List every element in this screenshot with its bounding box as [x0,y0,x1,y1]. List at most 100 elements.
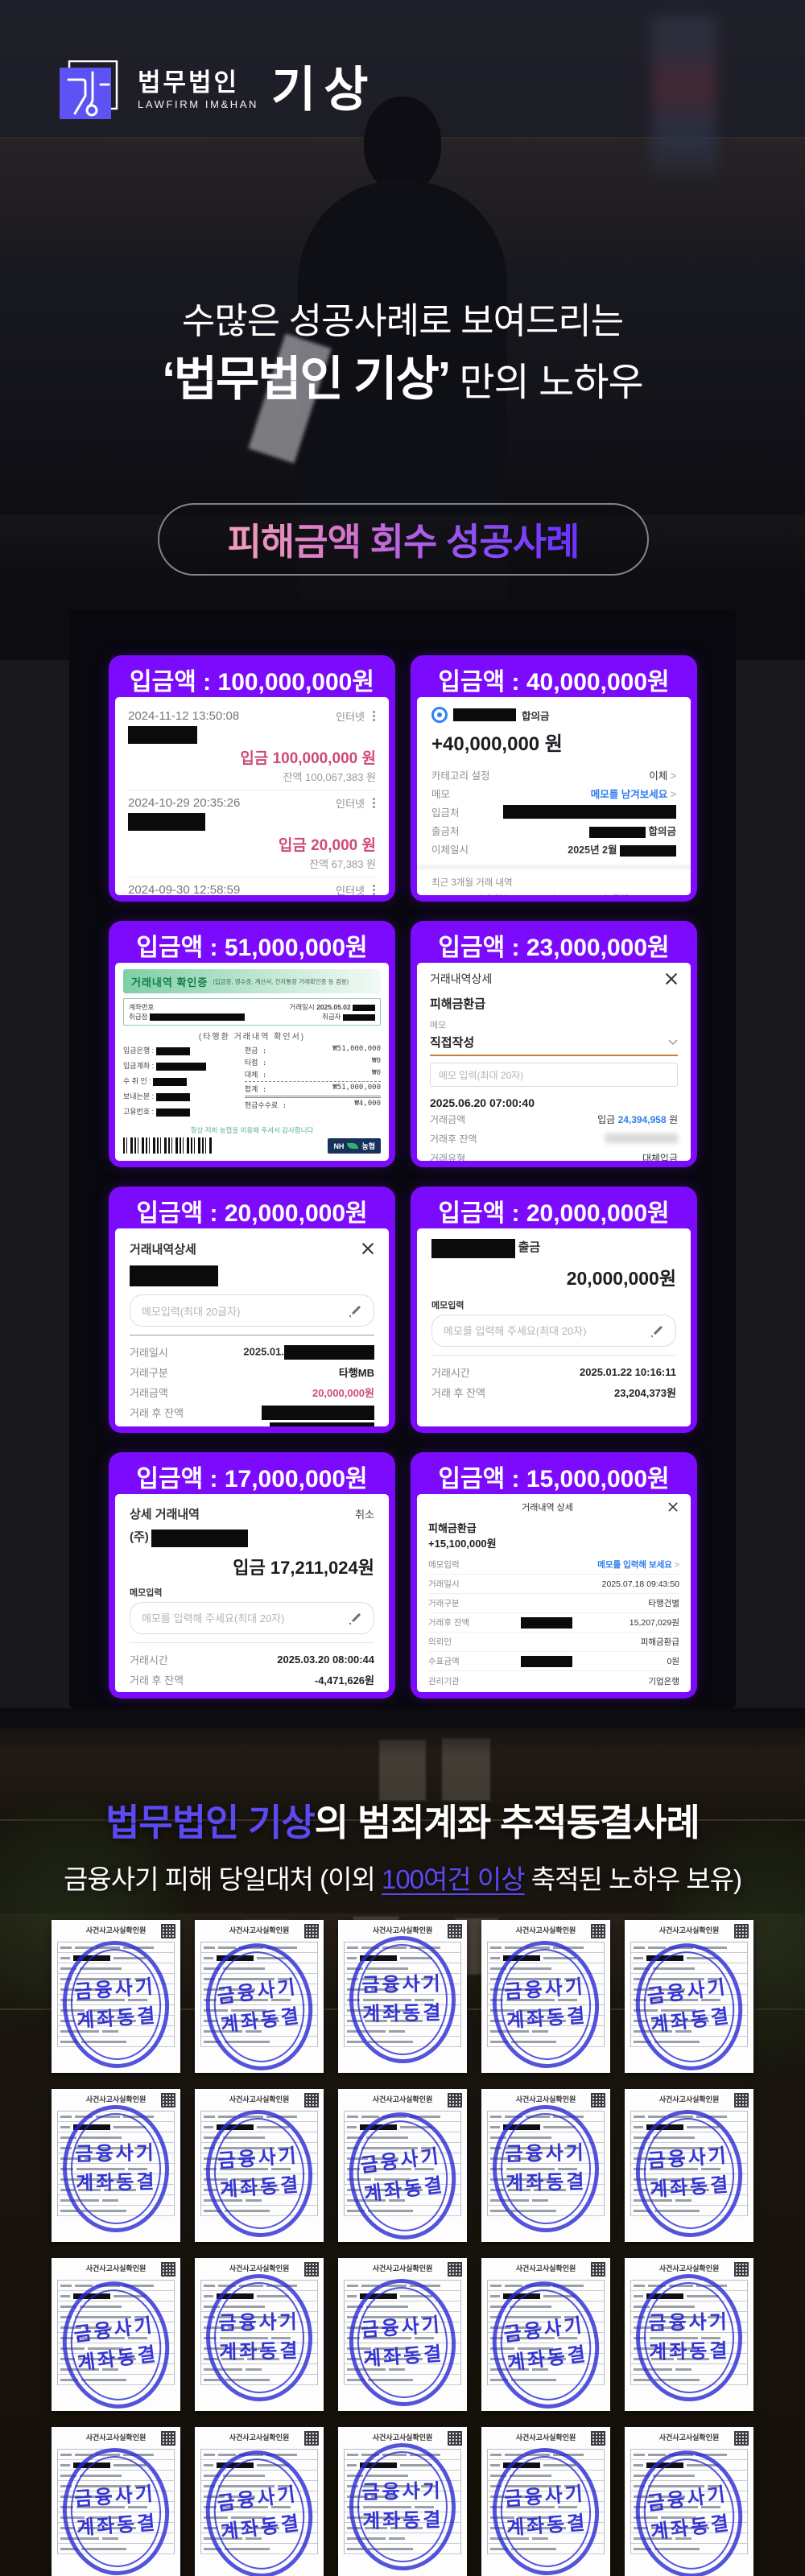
document-title: 사건사고사실확인원 [85,1926,147,1934]
stamp-line1: 금융사기 [361,2479,444,2504]
company-prefix: (주) [130,1530,149,1544]
case-card-7-bank-screenshot: 상세 거래내역 취소 (주) 입금 17,211,024원 메모입력 메모를 입… [115,1494,389,1692]
memo-link[interactable]: 메모를 남겨보세요 > [590,789,676,800]
receipt-amount-label: 합계 : [244,1086,267,1094]
kebab-menu-icon[interactable] [373,709,376,723]
transaction-time: 2025.01.22 10:16:11 [580,1365,676,1378]
field-label: 거래후 잔액 [428,1618,470,1628]
hero-title-firm-emphasis: ‘법무법인 기상’ [162,353,451,406]
qr-code-icon [591,2262,605,2277]
transaction-datetime: 2024-11-12 13:50:08 [128,709,240,723]
balance-after: 15,207,029원 [629,1618,679,1628]
freeze-section-title: 법무법인 기상의 범죄계좌 추적동결사례 [0,1794,805,1847]
document-title: 사건사고사실확인원 [515,2264,576,2273]
managing-bank: 기업은행 [648,1676,679,1686]
case-card-8-bank-screenshot: 거래내역 상세 피해금환급 +15,100,000원 메모입력 메모를 입력해 … [417,1494,691,1692]
memo-label: 메모입력 [431,1300,464,1311]
receipt-amount-label: 현금수수료 : [244,1102,287,1110]
frozen-account-document: 사건사고사실확인원 금융사기 계좌동결 [195,2427,324,2576]
stamp-line2: 계좌동결 [362,2342,445,2370]
frozen-account-document: 사건사고사실확인원 금융사기 계좌동결 [481,2427,610,2576]
field-label: 메모 [431,789,451,800]
balance-after: -4,471,626원 [314,1674,374,1686]
close-icon[interactable] [665,972,678,985]
stamp-line1: 금융사기 [75,2141,157,2165]
transaction-datetime: 2025.07.18 09:43:50 [601,1579,679,1589]
redacted-name [128,813,205,831]
case-card-6-bank-screenshot: 출금 20,000,000원 메모입력 메모를 입력해 주세요(최대 20자) … [417,1228,691,1426]
memo-label: 메모 [430,1021,447,1030]
qr-code-icon [304,2262,319,2277]
case-card-3-receipt-screenshot: 거래내역 확인증 (입금증, 영수증, 계산서, 전자통장 거래확인증 등 겸용… [115,963,389,1161]
document-title: 사건사고사실확인원 [658,2264,720,2273]
case-card-2-bank-screenshot: 합의금 +40,000,000 원 카테고리 설정 이체 > 메모 메모를 남겨… [417,697,691,895]
memo-input[interactable]: 메모를 입력해 주세요(최대 20자) [431,1314,676,1347]
subtitle-emphasis: 100여건 이상 [381,1864,526,1894]
qr-code-icon [161,1924,175,1938]
count-label: 거래 횟수 [431,892,554,895]
receipt-center-note: (타행환 거래내역 확인서) [198,1033,306,1042]
deposit-amount-large: +40,000,000 원 [431,733,563,755]
receipt-amount-value: ₩51,000,000 [332,1084,381,1092]
cancel-button[interactable]: 취소 [355,1508,374,1521]
field-label: 관리기관 [428,1676,460,1686]
field-label: 거래일시 [428,1579,460,1589]
receipt-amount-value: ₩51,000,000 [332,1045,381,1053]
frozen-account-document: 사건사고사실확인원 금융사기 계좌동결 [195,2258,324,2411]
transaction-kind: 타행건별 [648,1599,679,1608]
stamp-line1: 금융사기 [216,1976,299,2008]
qr-code-icon [734,2431,749,2446]
transaction-datetime: 2024-10-29 20:35:26 [128,796,241,810]
balance-after: 잔액 67,383 원 [309,858,376,870]
frozen-account-document: 사건사고사실확인원 금융사기 계좌동결 [625,2089,753,2242]
document-title: 사건사고사실확인원 [229,2264,290,2273]
firm-type-label: 법무법인 [138,68,240,97]
category-value[interactable]: 이체 > [649,770,676,782]
field-label: 의뢰인 [428,1637,452,1647]
frozen-account-document: 사건사고사실확인원 금융사기 계좌동결 [338,1920,467,2073]
chevron-right-icon: > [674,1560,679,1570]
close-icon[interactable] [361,1242,374,1255]
redacted-company [151,1529,249,1547]
transaction-channel: 인터넷 [336,711,365,723]
receipt-field-label: 수 취 인 : [123,1077,151,1085]
redacted-date [284,1344,374,1360]
memo-type-select[interactable]: 직접작성 [430,1031,678,1056]
payee-suffix: 합의금 [522,710,550,722]
stamp-line2: 계좌동결 [506,2511,588,2539]
transaction-type: 대체입금 [642,1152,678,1162]
memo-input[interactable]: 메모 입력(최대 20자) [430,1063,678,1087]
stamp-line2: 계좌동결 [218,2339,300,2363]
kebab-menu-icon[interactable] [373,796,376,810]
redacted-balance [262,1405,374,1420]
success-cases-badge: 피해금액 회수 성공사례 [158,503,649,576]
field-label: 거래 후 잔액 [130,1674,184,1686]
receipt-amount-value: ₩4,000 [354,1100,381,1108]
pencil-icon [349,1612,362,1624]
hero-section: 법무법인 LAWFIRM IM&HAN 기상 수많은 성공사례로 보여드리는 ‘… [0,0,805,660]
sheet-title: 거래내역상세 [130,1242,196,1257]
stamp-line2: 계좌동결 [648,2339,730,2363]
memo-link[interactable]: 메모를 입력해 보세요 > [597,1560,679,1570]
case-card-1: 입금액 : 100,000,000원 2024-11-12 13:50:08 인… [109,655,395,902]
stamp-line2: 계좌동결 [362,2174,446,2207]
chevron-right-icon: > [670,789,676,800]
memo-input[interactable]: 메모를 입력해 주세요(최대 20자) [130,1601,374,1634]
receipt-amount-value: ₩0 [372,1057,381,1065]
frozen-account-document: 사건사고사실확인원 금융사기 계좌동결 [195,1920,324,2073]
redacted-branch [149,1013,245,1022]
hero-title-line2-rest: 만의 노하우 [449,361,644,404]
pencil-icon [651,1324,664,1337]
frozen-account-document: 사건사고사실확인원 금융사기 계좌동결 [52,2089,180,2242]
close-icon[interactable] [668,1502,679,1513]
firm-name-english: LAWFIRM IM&HAN [138,98,259,110]
document-title: 사건사고사실확인원 [229,2434,290,2442]
total-label: 총 금액 [555,892,677,895]
kebab-menu-icon[interactable] [373,883,376,895]
field-label: 수표금액 [428,1657,460,1666]
date-label: 거래일시 [289,1003,315,1011]
frozen-account-document: 사건사고사실확인원 금융사기 계좌동결 [625,2427,753,2576]
memo-input[interactable]: 메모입력(최대 20글자) [130,1294,374,1327]
document-title: 사건사고사실확인원 [515,1926,576,1934]
